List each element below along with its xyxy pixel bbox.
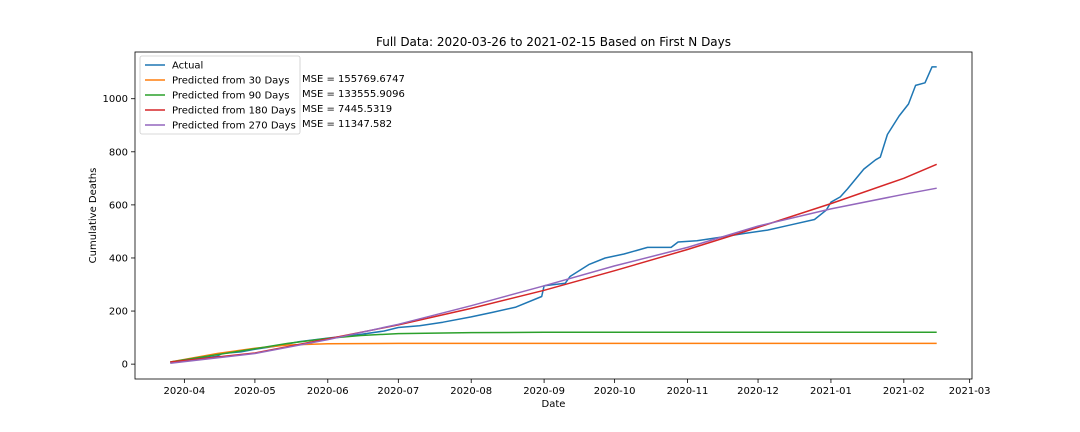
legend-label-4: Predicted from 270 Days: [172, 121, 296, 132]
y-axis-title: Cumulative Deaths: [88, 168, 99, 264]
mse-annotation-2: MSE = 7445.5319: [302, 104, 392, 115]
series-line-4: [170, 187, 937, 365]
mse-annotations: MSE = 155769.6747 MSE = 133555.9096 MSE = …: [302, 74, 405, 130]
mse-annotation-1: MSE = 133555.9096: [302, 89, 405, 100]
y-tick-label-3: 600: [109, 200, 128, 211]
legend-box: [139, 55, 301, 135]
series-layer: [170, 66, 937, 365]
x-tick-label-8: 2020-12: [737, 386, 779, 397]
y-tick-label-5: 1000: [103, 94, 128, 105]
legend: Actual Predicted from 30 Days Predicted fr…: [139, 55, 301, 135]
axes-layer: 2020-04 2020-05 2020-06 2020-07 2020-08 2020-…: [103, 51, 991, 397]
legend-label-3: Predicted from 180 Days: [172, 106, 296, 117]
y-tick-label-4: 800: [109, 147, 128, 158]
x-tick-label-4: 2020-08: [450, 386, 492, 397]
x-tick-label-1: 2020-05: [234, 386, 276, 397]
chart-title: Full Data: 2020-03-26 to 2021-02-15 Base…: [376, 35, 731, 49]
series-line-2: [170, 331, 937, 363]
legend-label-0: Actual: [172, 61, 203, 72]
series-line-1: [170, 342, 937, 363]
x-tick-label-2: 2020-06: [307, 386, 349, 397]
y-tick-label-0: 0: [122, 360, 128, 371]
x-tick-label-6: 2020-10: [594, 386, 636, 397]
mse-annotation-0: MSE = 155769.6747: [302, 74, 405, 85]
x-tick-label-9: 2021-01: [810, 386, 852, 397]
x-tick-label-7: 2020-11: [667, 386, 709, 397]
mse-annotation-3: MSE = 11347.582: [302, 119, 392, 130]
y-tick-label-2: 400: [109, 253, 128, 264]
x-tick-label-11: 2021-03: [949, 386, 991, 397]
plot-frame: [134, 51, 973, 380]
x-tick-label-5: 2020-09: [523, 386, 565, 397]
x-tick-label-0: 2020-04: [163, 386, 205, 397]
legend-label-2: Predicted from 90 Days: [172, 91, 289, 102]
y-tick-label-1: 200: [109, 307, 128, 318]
x-tick-label-3: 2020-07: [377, 386, 419, 397]
legend-label-1: Predicted from 30 Days: [172, 76, 289, 87]
x-tick-label-10: 2021-02: [883, 386, 925, 397]
x-axis-title: Date: [542, 399, 566, 410]
